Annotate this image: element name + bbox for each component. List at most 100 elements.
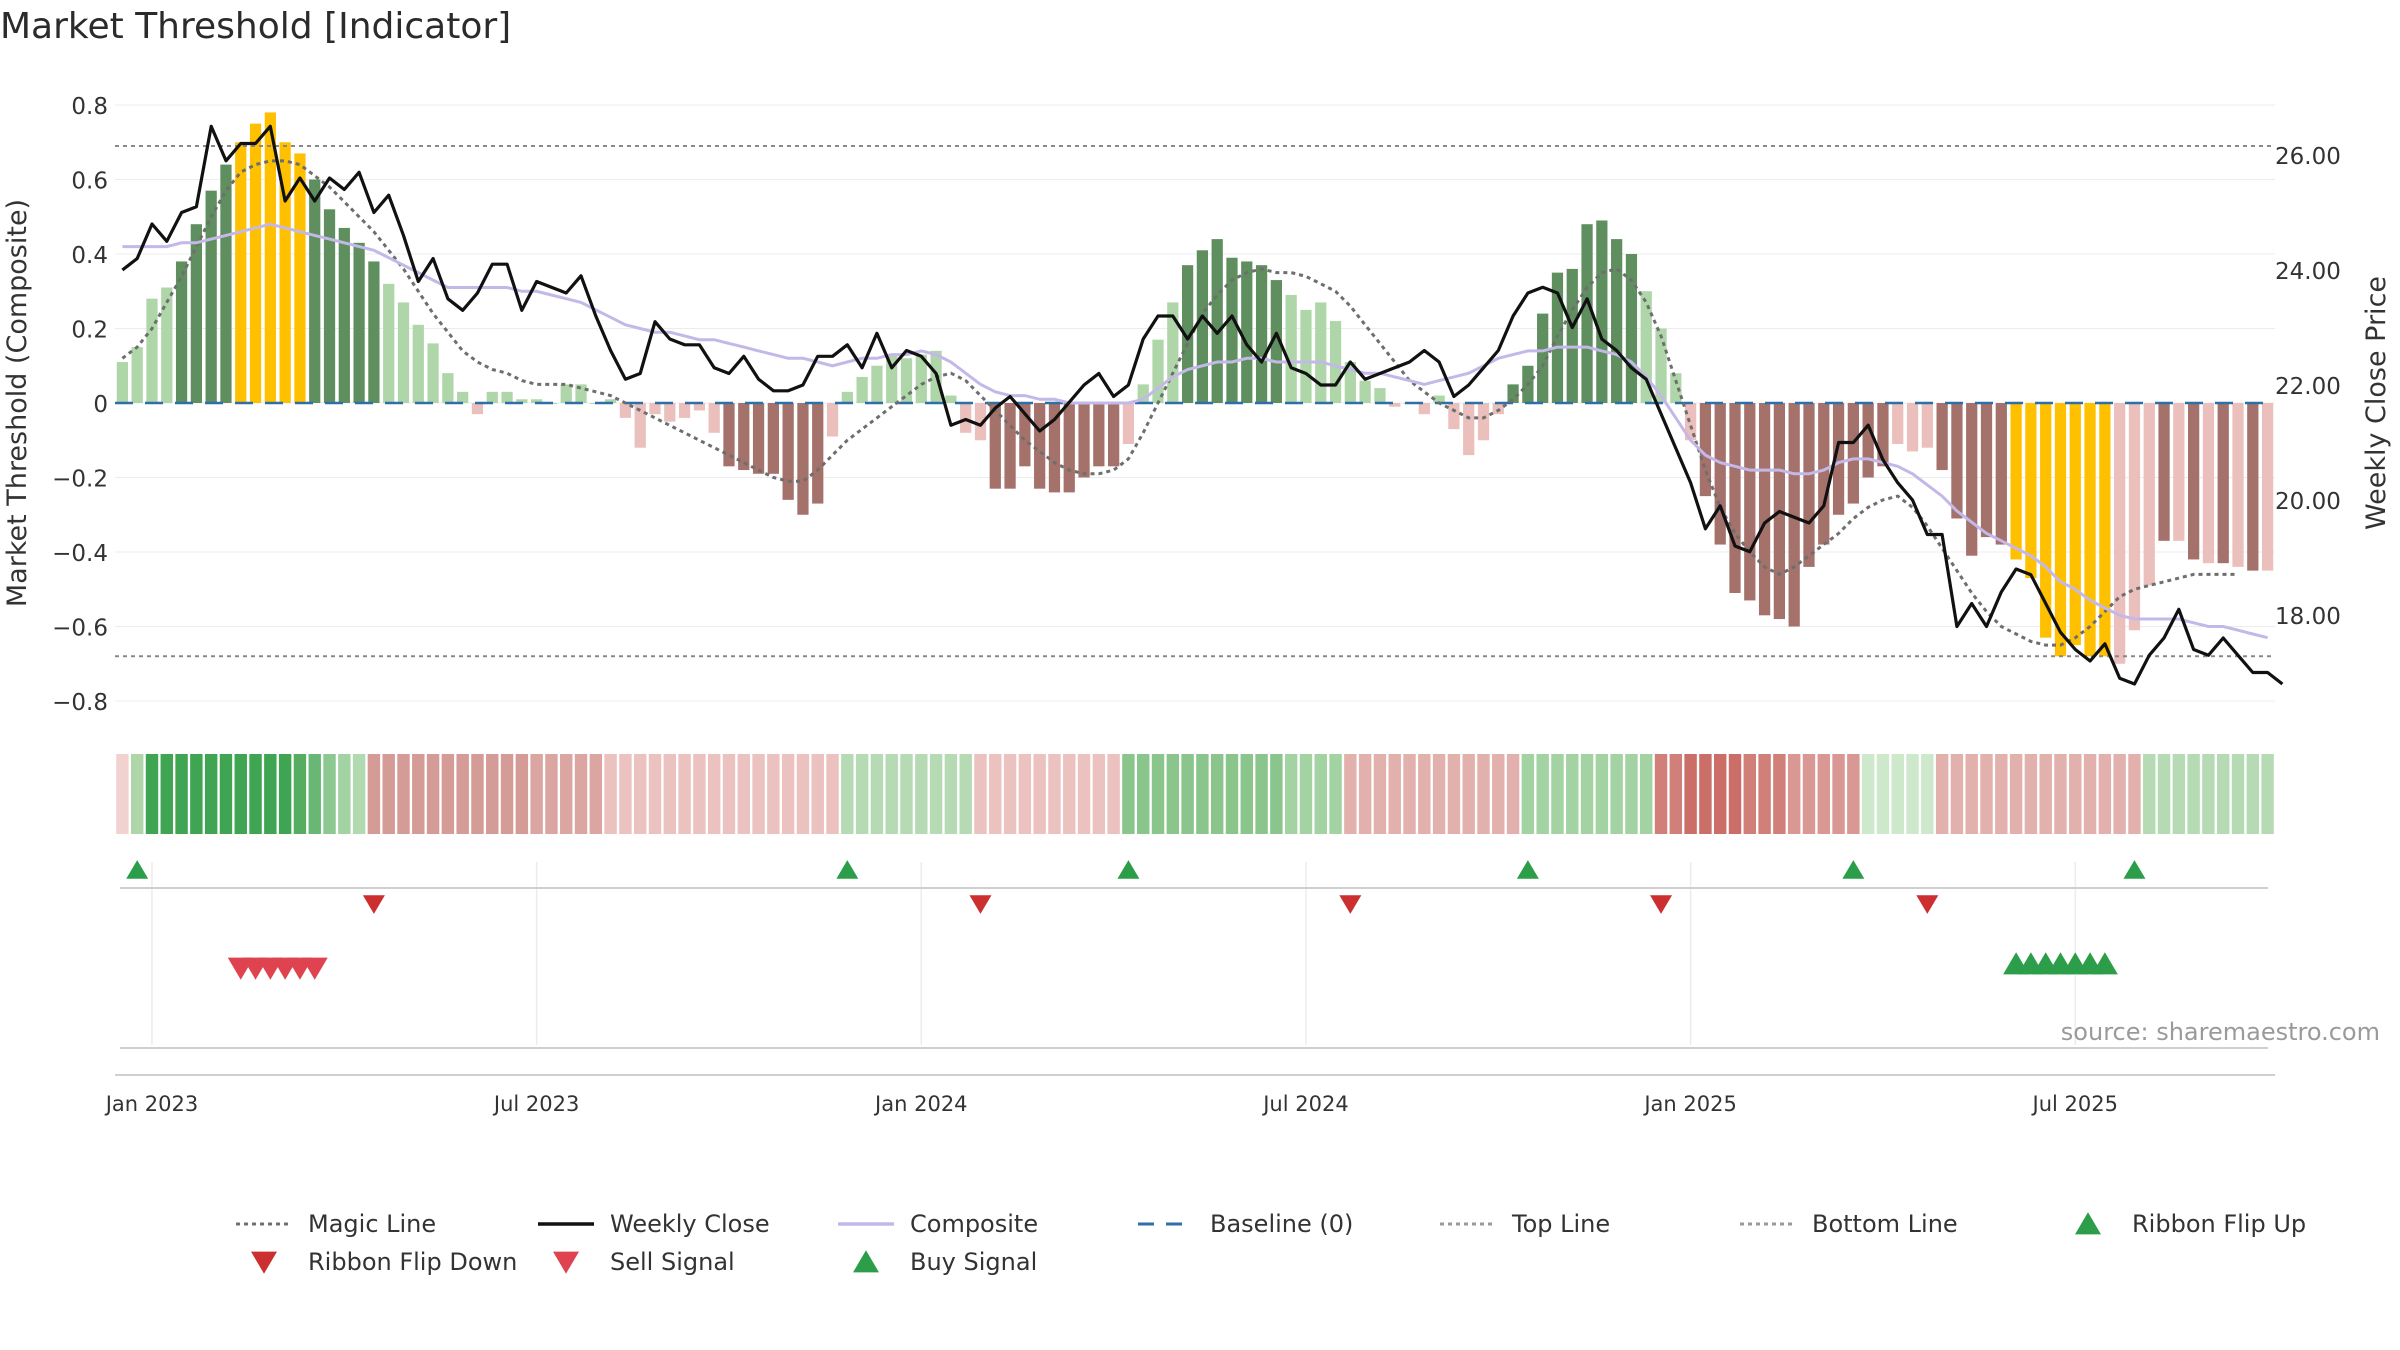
ribbon-cell — [515, 754, 529, 834]
ribbon-cell — [1418, 754, 1431, 834]
composite-bar — [1241, 261, 1253, 403]
ribbon-cell — [1477, 754, 1490, 834]
composite-bar — [2099, 403, 2111, 657]
ribbon-cell — [1580, 754, 1594, 834]
composite-bar — [383, 283, 395, 403]
composite-bar — [161, 287, 173, 403]
composite-bar — [2188, 403, 2200, 560]
ribbon-cell — [352, 754, 366, 834]
ribbon-cell — [1995, 754, 2008, 834]
composite-bar — [146, 298, 158, 403]
ribbon-cell — [633, 754, 647, 834]
ribbon-cell — [1344, 754, 1357, 834]
legend-label: Ribbon Flip Down — [308, 1248, 517, 1276]
y-tick-label: −0.6 — [52, 616, 108, 642]
y-right-tick-label: 22.00 — [2275, 374, 2341, 400]
ribbon-cell — [264, 754, 277, 834]
composite-bar — [945, 395, 957, 403]
ribbon-cell — [2187, 754, 2200, 834]
ribbon-cell — [1063, 754, 1076, 834]
y-right-tick-label: 26.00 — [2275, 144, 2341, 170]
ribbon-cell — [915, 754, 928, 834]
x-tick-label: Jul 2023 — [492, 1092, 579, 1116]
y-tick-label: 0 — [93, 392, 108, 418]
ribbon-cell — [2009, 754, 2023, 834]
composite-bar — [1389, 403, 1401, 407]
ribbon-cell — [2054, 754, 2067, 834]
composite-bar — [1181, 265, 1194, 403]
ribbon-flip-up-marker — [1842, 860, 1865, 879]
ribbon-cell — [293, 754, 307, 834]
ribbon-cell — [1566, 754, 1579, 834]
composite-bar — [871, 365, 883, 403]
weekly-close-line — [121, 124, 2284, 686]
composite-bar — [1433, 395, 1445, 403]
composite-bar — [1818, 403, 1830, 545]
composite-bar — [1004, 403, 1016, 489]
ribbon-cell — [1255, 754, 1268, 834]
ribbon-cell — [722, 754, 736, 834]
ribbon-cell — [1802, 754, 1816, 834]
composite-bar — [235, 142, 247, 403]
ribbon-cell — [116, 754, 129, 834]
ribbon-cell — [175, 754, 188, 834]
ribbon-cell — [737, 754, 750, 834]
ribbon-cell — [160, 754, 173, 834]
ribbon-cell — [545, 754, 558, 834]
composite-bar — [2247, 403, 2259, 571]
ribbon-cell — [1728, 754, 1742, 834]
composite-bar — [1966, 403, 1978, 556]
ribbon-cell — [944, 754, 958, 834]
composite-bar — [915, 354, 927, 403]
ribbon-cell — [1107, 754, 1120, 834]
ribbon-cell — [796, 754, 810, 834]
composite-bar — [131, 347, 143, 403]
ribbon-flip-up-marker — [2123, 860, 2146, 879]
y-axis-label: Market Threshold (Composite) — [2, 199, 33, 607]
ribbon-cell — [2143, 754, 2156, 834]
composite-bar — [2143, 403, 2155, 586]
composite-bar — [1699, 403, 1712, 497]
composite-bar — [486, 391, 498, 403]
ribbon-cell — [1965, 754, 1978, 834]
composite-bar — [1507, 384, 1519, 403]
y-tick-label: −0.8 — [52, 690, 108, 716]
ribbon-cell — [707, 754, 721, 834]
composite-bar — [338, 227, 350, 403]
ribbon-cell — [1521, 754, 1535, 834]
ribbon-cell — [1225, 754, 1239, 834]
ribbon-cell — [1773, 754, 1786, 834]
composite-bar — [397, 302, 410, 403]
composite-bar — [2232, 403, 2244, 567]
ribbon-cell — [1181, 754, 1194, 834]
ribbon-cell — [412, 754, 425, 834]
ribbon-cell — [870, 754, 884, 834]
composite-bar — [1019, 403, 1031, 467]
composite-bar — [723, 403, 735, 467]
ribbon-cell — [1270, 754, 1283, 834]
ribbon-cell — [1210, 754, 1224, 834]
ribbon-cell — [1196, 754, 1209, 834]
legend-label: Sell Signal — [610, 1248, 735, 1276]
ribbon-cell — [781, 754, 795, 834]
ribbon-cell — [663, 754, 677, 834]
composite-bar — [1078, 403, 1090, 478]
composite-bar — [782, 403, 794, 500]
legend-swatch — [2075, 1212, 2101, 1235]
composite-bar — [1048, 403, 1061, 493]
composite-bar — [678, 403, 691, 418]
ribbon-cell — [959, 754, 972, 834]
ribbon-cell — [204, 754, 218, 834]
ribbon-cell — [1935, 754, 1949, 834]
composite-bar — [634, 403, 646, 448]
composite-bar — [841, 391, 853, 403]
composite-bar — [531, 399, 543, 403]
composite-bar — [856, 376, 868, 403]
ribbon-cell — [1284, 754, 1298, 834]
ribbon-cell — [1654, 754, 1668, 834]
ribbon-cell — [1625, 754, 1638, 834]
composite-bar — [1344, 362, 1356, 403]
x-tick-label: Jan 2023 — [104, 1092, 199, 1116]
composite-bar — [1729, 403, 1741, 593]
composite-bar — [1625, 254, 1638, 403]
